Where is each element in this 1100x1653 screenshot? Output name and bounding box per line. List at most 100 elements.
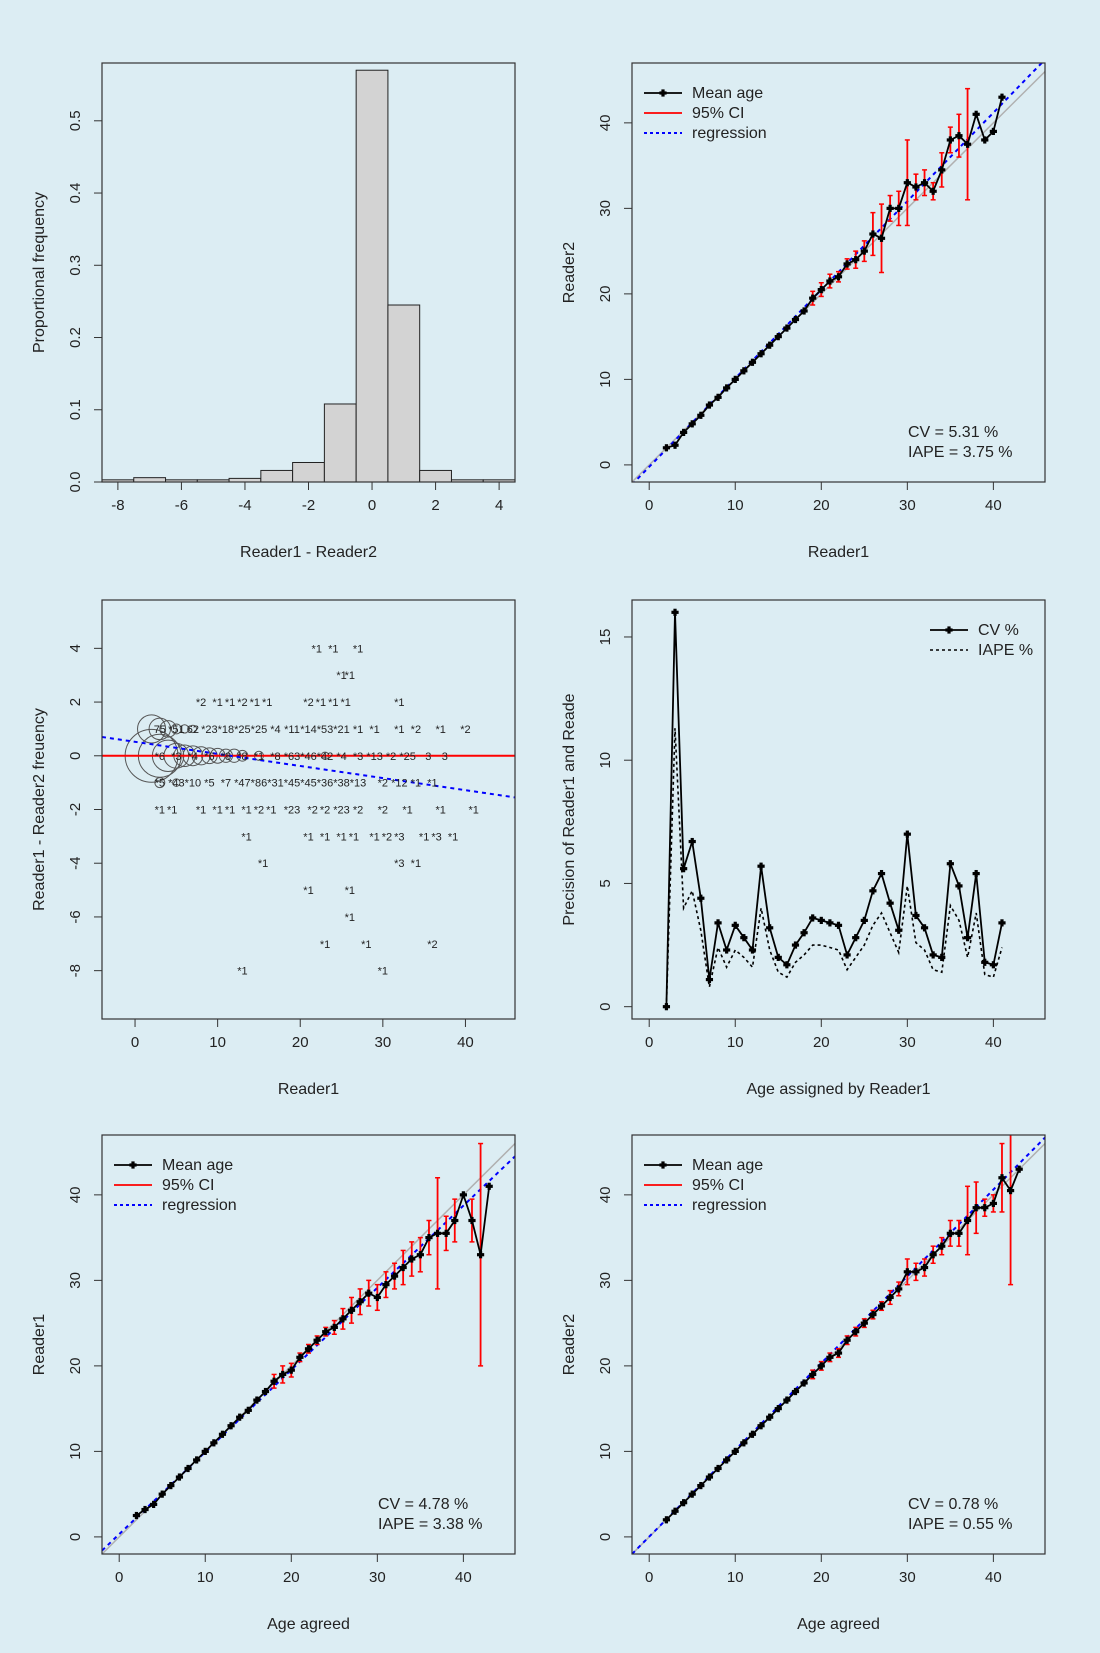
legend-label: Mean age — [162, 1157, 233, 1174]
frequency-label: *1 — [196, 805, 206, 817]
frequency-label: *1 — [167, 805, 177, 817]
mean-age-point-v — [828, 277, 832, 285]
cv-stat: CV = 4.78 % — [378, 1496, 468, 1513]
mean-age-point-v — [793, 1387, 798, 1396]
frequency-label: *2 — [303, 697, 313, 709]
x-tick-label: 30 — [899, 1034, 916, 1051]
legend-label: regression — [692, 125, 767, 142]
frequency-label: *1 — [320, 939, 330, 951]
frequency-label: *31 — [267, 778, 284, 790]
frequency-label: *2 — [237, 697, 247, 709]
y-axis-title: Reader2 — [561, 1314, 578, 1375]
mean-age-point-v — [664, 444, 669, 452]
cv-point-v — [854, 934, 858, 942]
mean-age-point-v — [940, 166, 944, 174]
x-tick-label: 40 — [457, 1034, 474, 1051]
cv-point-v — [940, 953, 944, 961]
x-tick-label: 40 — [985, 1569, 1002, 1586]
y-axis-title: Reader1 — [31, 1314, 48, 1375]
mean-age-point-v — [957, 132, 961, 140]
cv-point-v — [922, 924, 927, 932]
mean-age-point-v — [298, 1353, 302, 1361]
frequency-label: *2 — [378, 778, 388, 790]
mean-age-point-v — [690, 420, 694, 428]
frequency-label: 3 — [442, 751, 448, 763]
cv-point-v — [965, 934, 970, 942]
cv-stat: CV = 0.78 % — [908, 1496, 998, 1513]
frequency-label: *1 — [345, 670, 355, 682]
mean-age-point-v — [263, 1387, 268, 1396]
legend-label: 95% CI — [692, 1177, 744, 1194]
frequency-label: *1 — [378, 966, 388, 978]
cv-point-v — [957, 882, 961, 890]
cv-point-v — [699, 894, 703, 902]
mean-age-point-v — [673, 1507, 677, 1515]
histogram-bar — [133, 477, 167, 482]
frequency-label: *1 — [336, 831, 346, 843]
legend-label: Mean age — [692, 1157, 763, 1174]
histogram-bar — [482, 479, 515, 482]
mean-age-point-v — [281, 1370, 285, 1379]
x-tick-label: 40 — [455, 1569, 472, 1586]
mean-age-point-v — [324, 1328, 328, 1336]
legend-marker-v — [131, 1161, 135, 1169]
frequency-label: *3 — [394, 858, 404, 870]
mean-age-point-v — [427, 1234, 431, 1242]
frequency-label: *23 — [201, 724, 218, 736]
mean-age-point-v — [776, 333, 780, 341]
mean-age-point-v — [487, 1182, 491, 1190]
y-tick-label: -6 — [67, 910, 84, 923]
mean-age-point-v — [811, 294, 815, 302]
cv-point-v — [768, 924, 772, 932]
mean-age-point-v — [358, 1298, 362, 1306]
x-tick-label: -6 — [175, 497, 188, 514]
frequency-label: *1 — [345, 885, 355, 897]
cv-point-v — [845, 951, 849, 959]
mean-age-point-v — [879, 1302, 884, 1310]
frequency-label: *1 — [345, 912, 355, 924]
frequency-label: *1 — [312, 643, 322, 655]
cv-point-v — [991, 961, 995, 969]
mean-age-point-v — [195, 1456, 199, 1464]
cv-point-v — [983, 958, 987, 966]
x-axis-title: Age agreed — [797, 1616, 880, 1633]
x-tick-label: -2 — [302, 497, 315, 514]
frequency-label: *4 — [336, 751, 346, 763]
y-tick-label: 10 — [67, 1443, 84, 1460]
cv-point-v — [931, 951, 935, 959]
cv-point-v — [888, 899, 892, 907]
y-axis-title: Proportional frequency — [31, 192, 48, 353]
mean-age-point-v — [143, 1505, 147, 1514]
plot-frame — [101, 599, 516, 1020]
frequency-label: *2 — [254, 805, 264, 817]
x-tick-label: 30 — [899, 1569, 916, 1586]
frequency-label: *1 — [225, 805, 235, 817]
plot-area: *1 *1 *1*1*1*2 *1 *1 *2 *1 *1 *2 *1 *1 *1 *175 *51 62 *… — [102, 643, 515, 978]
mean-age-point-v — [435, 1229, 440, 1237]
x-tick-label: 40 — [985, 1034, 1002, 1051]
frequency-label: *23 — [333, 805, 350, 817]
mean-age-point-v — [854, 1328, 858, 1336]
cv-point-v — [690, 837, 694, 846]
frequency-label: *1 — [266, 805, 276, 817]
plot-frame — [101, 62, 516, 483]
mean-age-point-v — [255, 1396, 259, 1404]
histogram-bar — [260, 469, 294, 482]
mean-age-point-v — [160, 1490, 164, 1498]
mean-age-point-v — [983, 1204, 987, 1212]
cv-point-v — [673, 608, 677, 616]
mean-age-point-v — [725, 1456, 729, 1464]
x-tick-label: 0 — [131, 1034, 139, 1051]
cv-point-v — [836, 921, 841, 929]
mean-age-point-v — [845, 1336, 849, 1344]
mean-age-point-v — [991, 1199, 995, 1208]
cv-point-v — [742, 934, 746, 942]
frequency-label: *1 — [468, 805, 478, 817]
cv-point-v — [905, 830, 909, 838]
frequency-label: *14 — [300, 724, 317, 736]
frequency-bubble — [172, 778, 181, 787]
mean-age-point-v — [888, 204, 892, 212]
x-tick-label: 2 — [431, 497, 439, 514]
cv-point-v — [733, 921, 737, 929]
frequency-label: *21 — [333, 724, 350, 736]
